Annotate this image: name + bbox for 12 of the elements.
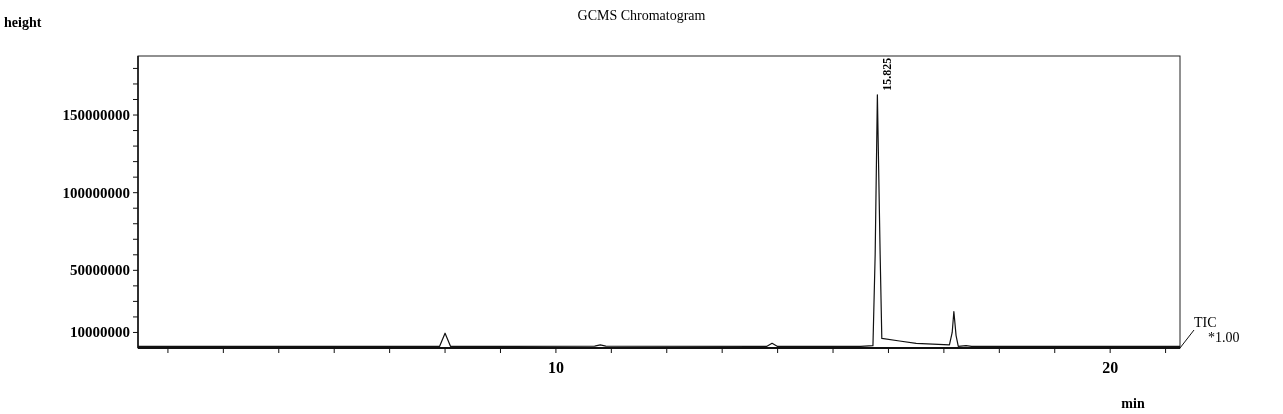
annotation: 15.825: [879, 57, 894, 91]
x-axis-title: min: [1121, 396, 1145, 411]
y-axis-title: height: [4, 15, 42, 30]
y-tick-label: 100000000: [62, 184, 130, 201]
y-tick-label: 10000000: [70, 324, 130, 341]
x-tick-label: 20: [1102, 359, 1119, 376]
text: *1.00: [1208, 330, 1240, 345]
y-tick-label: 150000000: [62, 107, 130, 124]
chart-title: GCMS Chromatogram: [577, 8, 706, 23]
x-tick-label: 10: [547, 359, 564, 376]
text: TIC: [1194, 315, 1217, 330]
y-tick-label: 50000000: [70, 262, 130, 279]
